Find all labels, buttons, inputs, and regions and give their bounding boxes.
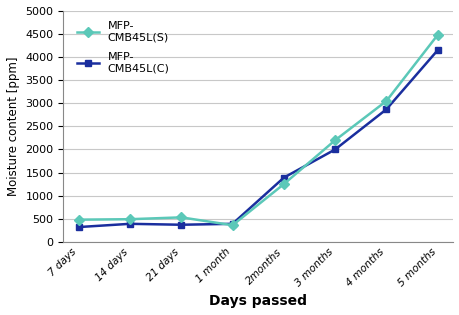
- MFP-
CMB45L(S): [280, 182, 286, 186]
- X-axis label: Days passed: Days passed: [209, 294, 307, 308]
- Line: MFP-
CMB45L(C): MFP- CMB45L(C): [75, 47, 440, 231]
- MFP-
CMB45L(C): [280, 176, 286, 180]
- MFP-
CMB45L(C): [383, 107, 388, 111]
- MFP-
CMB45L(C): [332, 148, 337, 152]
- Y-axis label: Moisture content [ppm]: Moisture content [ppm]: [7, 57, 20, 196]
- MFP-
CMB45L(S): [178, 215, 184, 219]
- MFP-
CMB45L(C): [434, 48, 439, 52]
- MFP-
CMB45L(S): [383, 99, 388, 103]
- Line: MFP-
CMB45L(S): MFP- CMB45L(S): [75, 32, 440, 229]
- Legend: MFP-
CMB45L(S), MFP-
CMB45L(C): MFP- CMB45L(S), MFP- CMB45L(C): [73, 18, 173, 77]
- MFP-
CMB45L(S): [434, 33, 439, 37]
- MFP-
CMB45L(C): [76, 225, 81, 229]
- MFP-
CMB45L(S): [76, 218, 81, 221]
- MFP-
CMB45L(S): [332, 138, 337, 142]
- MFP-
CMB45L(C): [127, 222, 133, 226]
- MFP-
CMB45L(C): [178, 223, 184, 226]
- MFP-
CMB45L(C): [230, 222, 235, 226]
- MFP-
CMB45L(S): [127, 217, 133, 221]
- MFP-
CMB45L(S): [230, 223, 235, 227]
